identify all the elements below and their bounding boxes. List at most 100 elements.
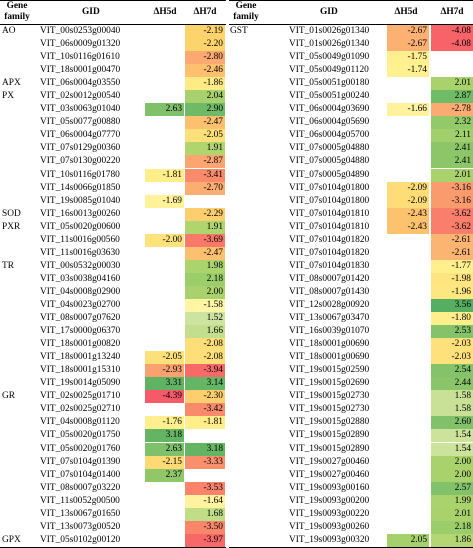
gid-cell: VIT_08s0007g07620	[40, 313, 121, 324]
gid-cell: VIT_07s0104g01810	[289, 208, 370, 219]
h5d-cell: 2.37	[145, 468, 184, 482]
h5d-cell	[145, 534, 184, 547]
gid-cell: VIT_13s0067g01650	[40, 508, 121, 519]
gid-cell: VIT_06s0004g03550	[40, 78, 121, 89]
h5d-cell	[387, 338, 429, 351]
table-row: VIT_07s0104g01820 -2.61	[229, 233, 473, 247]
gid-cell: VIT_08s0007g03220	[40, 482, 121, 493]
table-row: VIT_17s0000g06370 1.66	[0, 325, 226, 339]
gid-cell: VIT_11s0016g03630	[40, 247, 120, 258]
table-row: VIT_06s0009g01320 -2.20	[0, 38, 226, 52]
h5d-cell	[145, 273, 184, 286]
h5d-cell	[387, 312, 429, 325]
table-row: VIT_11s0016g00560 -2.00 -3.69	[0, 233, 226, 247]
h7d-cell: 1.54	[431, 429, 473, 443]
table-row: GPX VIT_05s0102g00120 -3.97	[0, 533, 226, 547]
gid-cell: VIT_06s0004g05700	[289, 130, 370, 141]
gene-family-cell: PX	[2, 91, 14, 102]
h7d-cell: 2.01	[431, 507, 473, 521]
gid-cell: VIT_05s0051g00240	[289, 91, 370, 102]
right-rows: GST VIT_01s0026g01340 -2.67 -4.08 VIT_01s002…	[229, 25, 473, 548]
h7d-cell: 2.87	[431, 90, 473, 104]
gid-cell: VIT_17s0000g06370	[40, 326, 121, 337]
gid-cell: VIT_01s0026g01340	[289, 39, 370, 50]
table-row: VIT_07s0104g01810 -2.43 -3.62	[229, 220, 473, 234]
gid-cell: VIT_05s0020g01760	[40, 443, 121, 454]
gene-family-cell: GPX	[2, 534, 21, 545]
table-row: VIT_13s0073g00520 -3.50	[0, 520, 226, 534]
gid-cell: VIT_07s0104g01400	[40, 469, 121, 480]
h5d-cell	[387, 403, 429, 416]
table-row: VIT_11s0016g03630 -2.47	[0, 246, 226, 260]
h5d-cell: -2.09	[387, 194, 429, 208]
h7d-cell: 2.90	[185, 103, 225, 117]
gid-cell: VIT_06s0004g03690	[289, 104, 370, 115]
h5d-cell	[145, 221, 184, 234]
table-row: TR VIT_00s0532g00030 1.98	[0, 259, 226, 273]
table-row: VIT_07s0130g00220 -2.87	[0, 155, 226, 169]
h7d-cell: -2.70	[185, 181, 225, 195]
h5d-cell	[387, 116, 429, 129]
table-row: VIT_18s0001g13240 -2.05 -2.08	[0, 351, 226, 365]
h5d-cell	[145, 38, 184, 51]
h7d-cell: -1.58	[185, 298, 225, 312]
gid-cell: VIT_18s0001g13240	[40, 352, 121, 363]
h5d-cell	[387, 456, 429, 469]
h7d-cell: -1.64	[185, 494, 225, 508]
h7d-cell	[185, 469, 225, 482]
h5d-cell: -1.81	[145, 168, 184, 182]
h5d-cell	[145, 90, 184, 103]
h5d-cell	[145, 299, 184, 312]
h5d-cell	[145, 25, 184, 38]
h5d-cell	[387, 129, 429, 142]
h7d-cell: 2.41	[431, 142, 473, 156]
gid-cell: VIT_18s0001g15310	[40, 365, 121, 376]
h7d-cell: 1.66	[185, 325, 225, 339]
h5d-cell	[145, 521, 184, 534]
left-rows: AO VIT_00s0253g00040 -2.19 VIT_06s0009g0132…	[0, 25, 226, 548]
h5d-cell	[387, 443, 429, 456]
h7d-cell: -1.77	[431, 259, 473, 273]
table-row: VIT_19s0093g00200 1.99	[229, 494, 473, 508]
table-row: VIT_19s0093g00320 2.05 1.86	[229, 533, 473, 547]
gid-cell: VIT_19s0015g02730	[289, 404, 370, 415]
h7d-cell: -3.33	[185, 455, 225, 469]
h7d-cell	[185, 195, 225, 208]
h7d-cell: 1.58	[431, 390, 473, 404]
table-row: VIT_05s0077g00880 -2.47	[0, 116, 226, 130]
h5d-cell	[145, 182, 184, 195]
gid-cell: VIT_13s0073g00520	[40, 521, 121, 532]
h5d-cell	[387, 429, 429, 442]
gid-cell: VIT_05s0049g01120	[289, 65, 369, 76]
h7d-cell: -3.69	[185, 233, 225, 247]
h7d-cell: -2.87	[185, 155, 225, 169]
h5d-cell	[145, 403, 184, 416]
gid-cell: VIT_14s0066g01850	[40, 182, 121, 193]
gid-cell: VIT_08s0007g01420	[289, 273, 370, 284]
h5d-cell	[387, 364, 429, 377]
h7d-cell: -1.81	[185, 416, 225, 430]
gid-cell: VIT_19s0093g00320	[289, 534, 370, 545]
gid-cell: VIT_05s0020g00600	[40, 221, 121, 232]
table-row: VIT_11s0052g00500 -1.64	[0, 494, 226, 508]
table-row: VIT_05s0049g01090 -1.75	[229, 51, 473, 65]
h7d-cell: -1.86	[185, 77, 225, 91]
h7d-cell: -2.47	[185, 116, 225, 130]
h7d-cell: 1.58	[431, 403, 473, 417]
gid-cell: VIT_05s0049g01090	[289, 52, 370, 63]
h7d-cell: -2.03	[431, 351, 473, 365]
h7d-cell: 2.00	[431, 468, 473, 482]
h5d-cell	[387, 286, 429, 299]
gid-cell: VIT_00s0532g00030	[40, 260, 121, 271]
table-row: VIT_04s0008g01120 -1.76 -1.81	[0, 416, 226, 430]
h5d-cell	[145, 64, 184, 77]
h5d-cell	[387, 390, 429, 403]
table-row: VIT_08s0007g03220 -3.53	[0, 481, 226, 495]
h5d-cell	[145, 325, 184, 338]
gid-cell: VIT_02s0012g00540	[40, 91, 121, 102]
table-row: VIT_18s0001g15310 -2.93 -3.94	[0, 364, 226, 378]
h7d-cell: -2.78	[431, 103, 473, 117]
gid-cell: VIT_19s0015g02880	[289, 417, 370, 428]
header-h5d: ΔH5d	[394, 7, 418, 17]
table-row: VIT_04s0023g02700 -1.58	[0, 298, 226, 312]
